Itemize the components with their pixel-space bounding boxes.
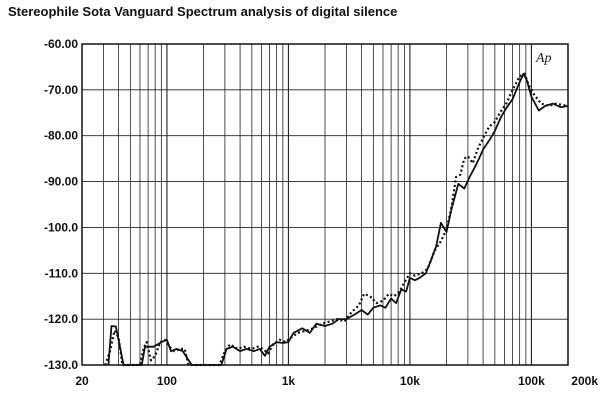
series-line-solid (107, 72, 569, 366)
y-tick-label: -80.00 (44, 129, 78, 143)
x-tick-label: 100 (157, 374, 177, 388)
y-tick-label: -120.0 (44, 312, 78, 326)
y-tick-label: -90.00 (44, 175, 78, 189)
plot-frame (81, 43, 569, 366)
x-tick-label: 200k (571, 374, 598, 388)
grid (81, 43, 569, 366)
y-axis-ticks: -60.00 -70.00 -80.00 -90.00 -100.0 -110.0 -120… (44, 37, 78, 372)
ap-watermark: Ap (535, 51, 552, 66)
chart-title: Stereophile Sota Vanguard Spectrum analy… (8, 4, 398, 19)
x-tick-label: 20 (75, 374, 89, 388)
x-tick-label: 100k (518, 374, 545, 388)
y-tick-label: -110.0 (45, 266, 79, 280)
y-tick-label: -60.00 (44, 37, 78, 51)
x-tick-label: 1k (282, 374, 296, 388)
series-line-dotted (104, 72, 569, 367)
x-tick-label: 10k (400, 374, 420, 388)
y-tick-label: -100.0 (44, 220, 78, 234)
x-axis-ticks: 20 100 1k 10k 100k 200k (75, 374, 598, 388)
series-layer (104, 72, 569, 367)
y-tick-label: -130.0 (44, 358, 78, 372)
y-tick-label: -70.00 (44, 83, 78, 97)
